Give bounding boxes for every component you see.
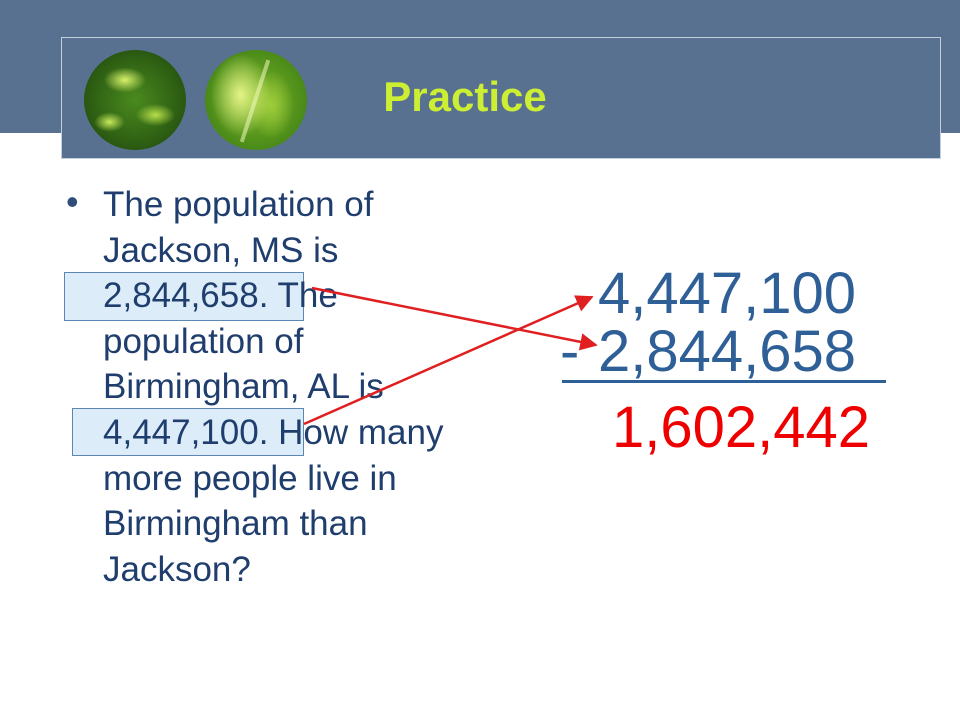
slide-title: Practice bbox=[383, 73, 547, 120]
answer-line bbox=[562, 380, 886, 383]
highlight-box-birmingham bbox=[72, 408, 304, 456]
highlight-box-jackson bbox=[64, 272, 304, 321]
bullet-icon: • bbox=[66, 181, 79, 222]
subtrahend-number: 2,844,658 bbox=[598, 319, 857, 384]
leaf-photo-icon bbox=[84, 50, 186, 150]
leaf-photo-icon bbox=[205, 50, 307, 150]
difference-answer: 1,602,442 bbox=[612, 395, 871, 460]
minuend-number: 4,447,100 bbox=[598, 261, 857, 326]
word-problem-text: The population of Jackson, MS is 2,844,6… bbox=[103, 185, 444, 589]
minus-sign: - bbox=[560, 319, 580, 384]
